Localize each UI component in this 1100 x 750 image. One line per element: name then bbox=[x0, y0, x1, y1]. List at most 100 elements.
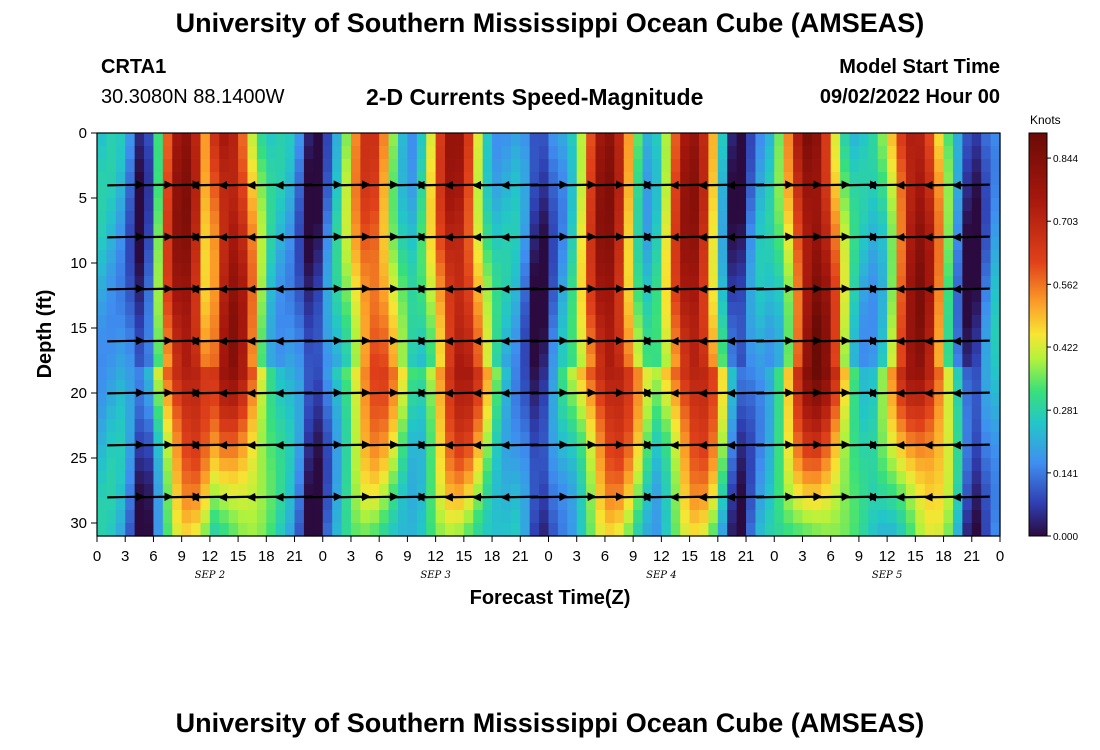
heat-cell bbox=[294, 315, 305, 329]
heat-cell bbox=[604, 263, 615, 277]
heat-cell bbox=[595, 198, 606, 212]
colorbar-tick-label: 0.562 bbox=[1053, 280, 1078, 291]
heat-cell bbox=[651, 510, 662, 524]
heat-cell bbox=[840, 367, 851, 381]
heat-cell bbox=[350, 510, 361, 524]
heat-cell bbox=[106, 484, 117, 498]
heat-cell bbox=[369, 445, 380, 459]
heat-cell bbox=[219, 211, 230, 225]
heat-cell bbox=[115, 484, 126, 498]
heat-cell bbox=[416, 432, 427, 446]
heat-cell bbox=[567, 276, 578, 290]
heat-cell bbox=[651, 419, 662, 433]
heat-cell bbox=[830, 432, 841, 446]
heat-cell bbox=[332, 445, 343, 459]
heat-cell bbox=[144, 146, 155, 160]
heat-cell bbox=[144, 445, 155, 459]
heat-cell bbox=[642, 315, 653, 329]
heat-cell bbox=[153, 328, 164, 342]
heat-cell bbox=[943, 146, 954, 160]
heat-cell bbox=[350, 172, 361, 186]
heat-cell bbox=[595, 263, 606, 277]
heat-cell bbox=[604, 172, 615, 186]
heat-cell bbox=[905, 393, 916, 407]
heat-cell bbox=[764, 393, 775, 407]
heat-cell bbox=[990, 354, 1001, 368]
heat-cell bbox=[924, 315, 935, 329]
heat-cell bbox=[689, 497, 700, 511]
heat-cell bbox=[510, 471, 521, 485]
heat-cell bbox=[604, 211, 615, 225]
heat-cell bbox=[896, 510, 907, 524]
heat-cell bbox=[125, 159, 136, 173]
heat-cell bbox=[162, 367, 173, 381]
heat-cell bbox=[793, 172, 804, 186]
heat-cell bbox=[426, 354, 437, 368]
heat-cell bbox=[209, 198, 220, 212]
heat-cell bbox=[313, 445, 324, 459]
heat-cell bbox=[144, 302, 155, 316]
heat-cell bbox=[905, 341, 916, 355]
heat-cell bbox=[548, 263, 559, 277]
heat-cell bbox=[557, 341, 568, 355]
heat-cell bbox=[811, 497, 822, 511]
heat-cell bbox=[162, 263, 173, 277]
heat-cell bbox=[350, 484, 361, 498]
heat-cell bbox=[802, 484, 813, 498]
heat-cell bbox=[209, 185, 220, 199]
heat-cell bbox=[144, 458, 155, 472]
heat-cell bbox=[604, 133, 615, 147]
heat-cell bbox=[896, 198, 907, 212]
heat-cell bbox=[680, 211, 691, 225]
heat-cell bbox=[670, 510, 681, 524]
heat-cell bbox=[567, 458, 578, 472]
heat-cell bbox=[228, 302, 239, 316]
heat-cell bbox=[689, 380, 700, 394]
heat-cell bbox=[294, 224, 305, 238]
heat-cell bbox=[256, 432, 267, 446]
heat-cell bbox=[369, 393, 380, 407]
heat-cell bbox=[473, 263, 484, 277]
x-tick-label: 15 bbox=[230, 548, 247, 565]
heat-cell bbox=[746, 341, 757, 355]
heat-cell bbox=[445, 393, 456, 407]
heat-cell bbox=[811, 445, 822, 459]
heat-cell bbox=[717, 380, 728, 394]
heat-cell bbox=[887, 510, 898, 524]
heat-cell bbox=[755, 250, 766, 264]
heat-cell bbox=[614, 510, 625, 524]
heat-cell bbox=[388, 380, 399, 394]
heat-cell bbox=[134, 445, 145, 459]
heat-cell bbox=[868, 263, 879, 277]
x-tick-label: 18 bbox=[709, 548, 726, 565]
heat-cell bbox=[990, 380, 1001, 394]
heat-cell bbox=[200, 510, 211, 524]
heat-cell bbox=[557, 419, 568, 433]
heat-cell bbox=[313, 185, 324, 199]
heat-cell bbox=[934, 341, 945, 355]
heat-cell bbox=[454, 263, 465, 277]
heat-cell bbox=[746, 133, 757, 147]
heat-cell bbox=[774, 198, 785, 212]
heat-cell bbox=[266, 289, 277, 303]
heat-cell bbox=[209, 172, 220, 186]
heat-cell bbox=[604, 510, 615, 524]
heat-cell bbox=[398, 341, 409, 355]
heat-cell bbox=[868, 172, 879, 186]
heat-cell bbox=[896, 276, 907, 290]
heat-cell bbox=[303, 341, 314, 355]
heat-cell bbox=[858, 354, 869, 368]
heat-cell bbox=[623, 510, 634, 524]
heat-cell bbox=[924, 406, 935, 420]
heat-cell bbox=[633, 367, 644, 381]
heat-cell bbox=[849, 458, 860, 472]
heat-cell bbox=[200, 172, 211, 186]
heat-cell bbox=[285, 367, 296, 381]
date-label: SEP 2 bbox=[195, 570, 225, 581]
heat-cell bbox=[651, 250, 662, 264]
heat-cell bbox=[398, 523, 409, 537]
heat-cell bbox=[416, 146, 427, 160]
heat-cell bbox=[529, 406, 540, 420]
heat-cell bbox=[934, 510, 945, 524]
heat-cell bbox=[256, 367, 267, 381]
